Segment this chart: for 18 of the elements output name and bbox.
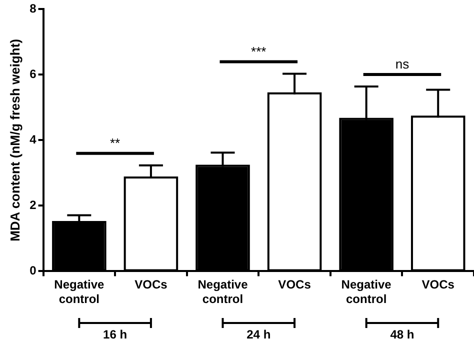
x-tick-label: Negative control [54,278,104,306]
x-tick-label: VOCs [134,278,168,292]
y-tick-label: 4 [30,132,37,147]
x-tick-label: VOCs [422,278,455,292]
x-tick-label: VOCs [278,278,312,292]
y-tick-label: 8 [30,2,37,16]
y-axis-title: MDA content (nM/g fresh weight) [7,38,22,242]
y-tick-label: 6 [30,67,37,82]
x-tick-label: Negative control [341,278,392,306]
x-tick-label: Negative control [198,278,248,306]
annotation: ** [110,135,120,150]
text: 24 h [246,327,271,342]
text: 48 h [390,327,414,342]
annotation: ns [395,56,410,72]
y-tick-label: 2 [30,198,37,212]
text: 16 h [103,327,128,342]
annotation: *** [251,44,266,59]
y-tick-label: 0 [30,264,37,278]
